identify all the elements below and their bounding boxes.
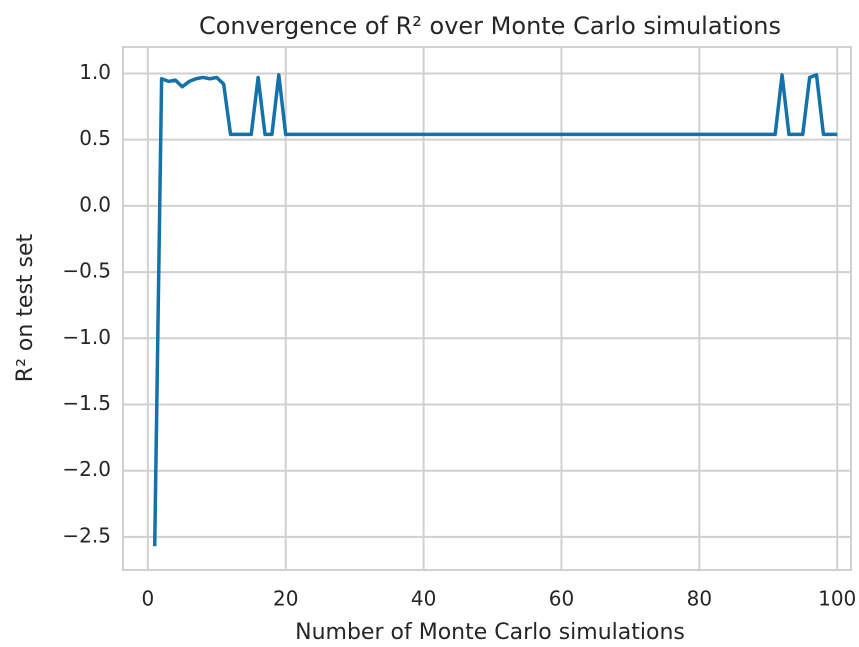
chart-title: Convergence of R² over Monte Carlo simul… xyxy=(199,12,781,40)
data-line xyxy=(152,73,838,547)
y-tick-label: −2.5 xyxy=(62,523,111,547)
x-tick-label: 100 xyxy=(818,587,856,611)
plot-frame xyxy=(122,46,852,571)
x-tick-label: 0 xyxy=(141,587,154,611)
x-tick-label: 80 xyxy=(687,587,712,611)
y-tick-label: −2.0 xyxy=(62,457,111,481)
y-tick-label: −1.5 xyxy=(62,391,111,415)
x-tick-label: 20 xyxy=(273,587,298,611)
y-tick-label: −1.0 xyxy=(62,325,111,349)
y-tick-label: 0.5 xyxy=(79,126,111,150)
y-tick-label: −0.5 xyxy=(62,259,111,283)
y-tick-label: 0.0 xyxy=(79,192,111,216)
y-axis-label: R² on test set xyxy=(13,233,38,382)
x-tick-label: 40 xyxy=(411,587,436,611)
x-tick-label: 60 xyxy=(549,587,574,611)
x-axis-label: Number of Monte Carlo simulations xyxy=(295,620,685,645)
y-tick-label: 1.0 xyxy=(79,60,111,84)
